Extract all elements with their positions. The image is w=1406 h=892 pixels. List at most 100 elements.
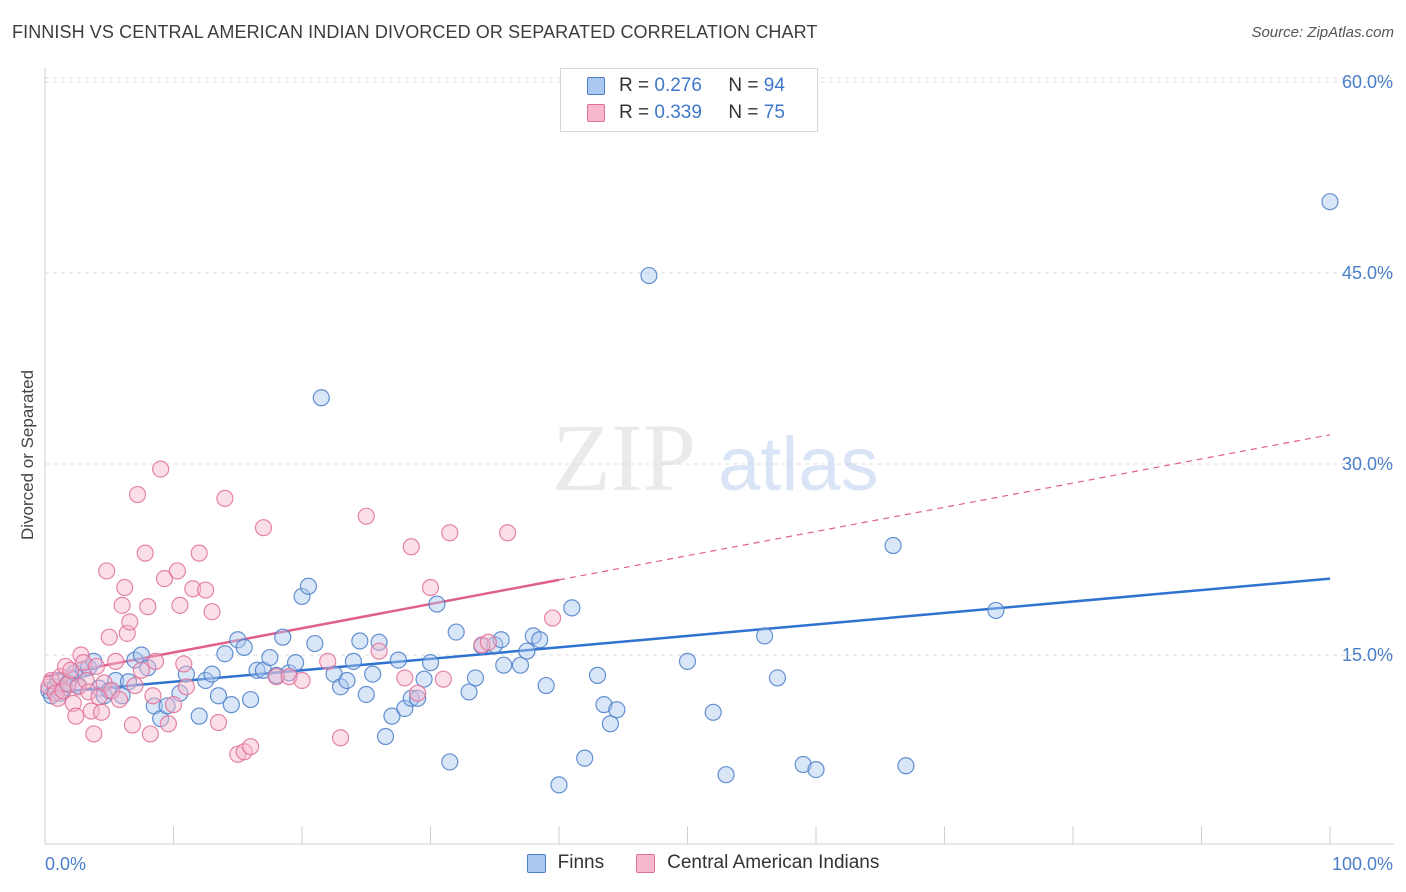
point-cai bbox=[100, 628, 118, 646]
point-cai bbox=[177, 678, 195, 696]
point-cai bbox=[441, 524, 459, 542]
point-cai bbox=[144, 687, 162, 705]
legend-n-value: 94 bbox=[763, 75, 785, 96]
point-finns bbox=[537, 676, 555, 695]
point-finns bbox=[312, 389, 330, 407]
point-finns bbox=[222, 696, 240, 714]
point-cai bbox=[331, 729, 350, 747]
legend: R = 0.276 N = 94 R = 0.339 N = 75 bbox=[560, 68, 818, 132]
legend-n-label: N = bbox=[728, 75, 759, 96]
point-cai bbox=[116, 578, 134, 597]
point-finns bbox=[441, 753, 459, 771]
point-finns bbox=[274, 628, 292, 646]
point-cai bbox=[74, 654, 93, 672]
point-cai bbox=[357, 507, 375, 525]
point-finns bbox=[576, 749, 594, 767]
watermark-zip: ZIP bbox=[552, 404, 696, 511]
point-cai bbox=[402, 538, 420, 556]
point-finns bbox=[344, 652, 362, 670]
watermark: ZIP atlas bbox=[552, 404, 879, 511]
point-finns bbox=[563, 599, 581, 617]
point-cai bbox=[543, 609, 562, 627]
point-cai bbox=[280, 668, 298, 686]
legend-swatch-cai bbox=[587, 104, 605, 122]
point-finns bbox=[608, 701, 626, 719]
bottom-legend-label-cai: Central American Indians bbox=[667, 852, 880, 873]
point-cai bbox=[146, 652, 165, 670]
point-cai bbox=[159, 715, 177, 733]
point-cai bbox=[155, 569, 174, 588]
watermark-atlas: atlas bbox=[718, 422, 879, 507]
axes bbox=[44, 68, 1394, 845]
point-finns bbox=[428, 595, 446, 613]
point-cai bbox=[396, 669, 414, 687]
point-finns bbox=[897, 757, 915, 775]
point-cai bbox=[293, 671, 311, 690]
legend-r-label: R = bbox=[619, 102, 650, 123]
point-finns bbox=[807, 760, 825, 779]
point-finns bbox=[389, 651, 407, 669]
y-tick-label: 30.0% bbox=[1342, 454, 1393, 474]
point-cai bbox=[184, 580, 202, 598]
point-finns bbox=[242, 690, 260, 709]
point-finns bbox=[351, 632, 369, 650]
point-finns bbox=[306, 634, 324, 653]
point-finns bbox=[495, 656, 513, 674]
point-cai bbox=[98, 562, 116, 580]
point-finns bbox=[460, 683, 478, 701]
point-finns bbox=[678, 652, 697, 670]
legend-n-value: 75 bbox=[763, 102, 785, 123]
point-cai bbox=[267, 668, 285, 686]
point-finns bbox=[293, 587, 311, 606]
point-finns bbox=[158, 697, 176, 715]
point-finns bbox=[357, 685, 375, 704]
point-finns bbox=[261, 648, 279, 667]
bottom-legend-cai: Central American Indians bbox=[636, 852, 879, 874]
point-finns bbox=[299, 577, 318, 595]
point-cai bbox=[136, 544, 154, 562]
point-finns bbox=[1321, 193, 1339, 211]
point-finns bbox=[447, 623, 465, 641]
point-cai bbox=[141, 725, 159, 743]
trend-line-extension-cai bbox=[558, 434, 1331, 581]
bottom-legend-label-finns: Finns bbox=[557, 852, 605, 873]
point-cai bbox=[499, 524, 517, 542]
point-cai bbox=[62, 661, 80, 679]
point-finns bbox=[248, 661, 266, 679]
point-cai bbox=[409, 684, 427, 702]
point-cai bbox=[421, 578, 440, 597]
point-finns bbox=[209, 687, 228, 705]
point-cai bbox=[107, 652, 125, 670]
point-cai bbox=[110, 690, 129, 709]
trend-line-cai bbox=[44, 578, 560, 678]
point-finns bbox=[280, 664, 298, 682]
point-finns bbox=[197, 671, 215, 690]
point-cai bbox=[319, 652, 337, 670]
point-cai bbox=[113, 596, 131, 614]
data-points bbox=[40, 193, 1339, 794]
point-cai bbox=[152, 460, 170, 478]
point-finns bbox=[409, 689, 427, 707]
point-cai bbox=[197, 581, 215, 599]
point-finns bbox=[794, 755, 812, 774]
point-cai bbox=[242, 738, 260, 756]
point-cai bbox=[64, 694, 82, 712]
point-finns bbox=[421, 654, 440, 672]
point-finns bbox=[518, 642, 536, 660]
grid-lines bbox=[45, 77, 1394, 656]
point-finns bbox=[601, 715, 620, 733]
point-cai bbox=[175, 655, 193, 673]
point-cai bbox=[123, 716, 141, 734]
point-cai bbox=[479, 633, 497, 651]
point-cai bbox=[59, 675, 77, 693]
point-cai bbox=[121, 613, 139, 631]
point-cai bbox=[434, 670, 452, 688]
x-tick-label: 0.0% bbox=[45, 854, 86, 874]
legend-row-cai: R = 0.339 N = 75 bbox=[587, 101, 785, 125]
point-cai bbox=[80, 683, 98, 701]
point-finns bbox=[884, 536, 902, 555]
trend-lines bbox=[44, 434, 1331, 695]
y-tick-label: 15.0% bbox=[1342, 645, 1393, 665]
point-cai bbox=[216, 489, 234, 507]
